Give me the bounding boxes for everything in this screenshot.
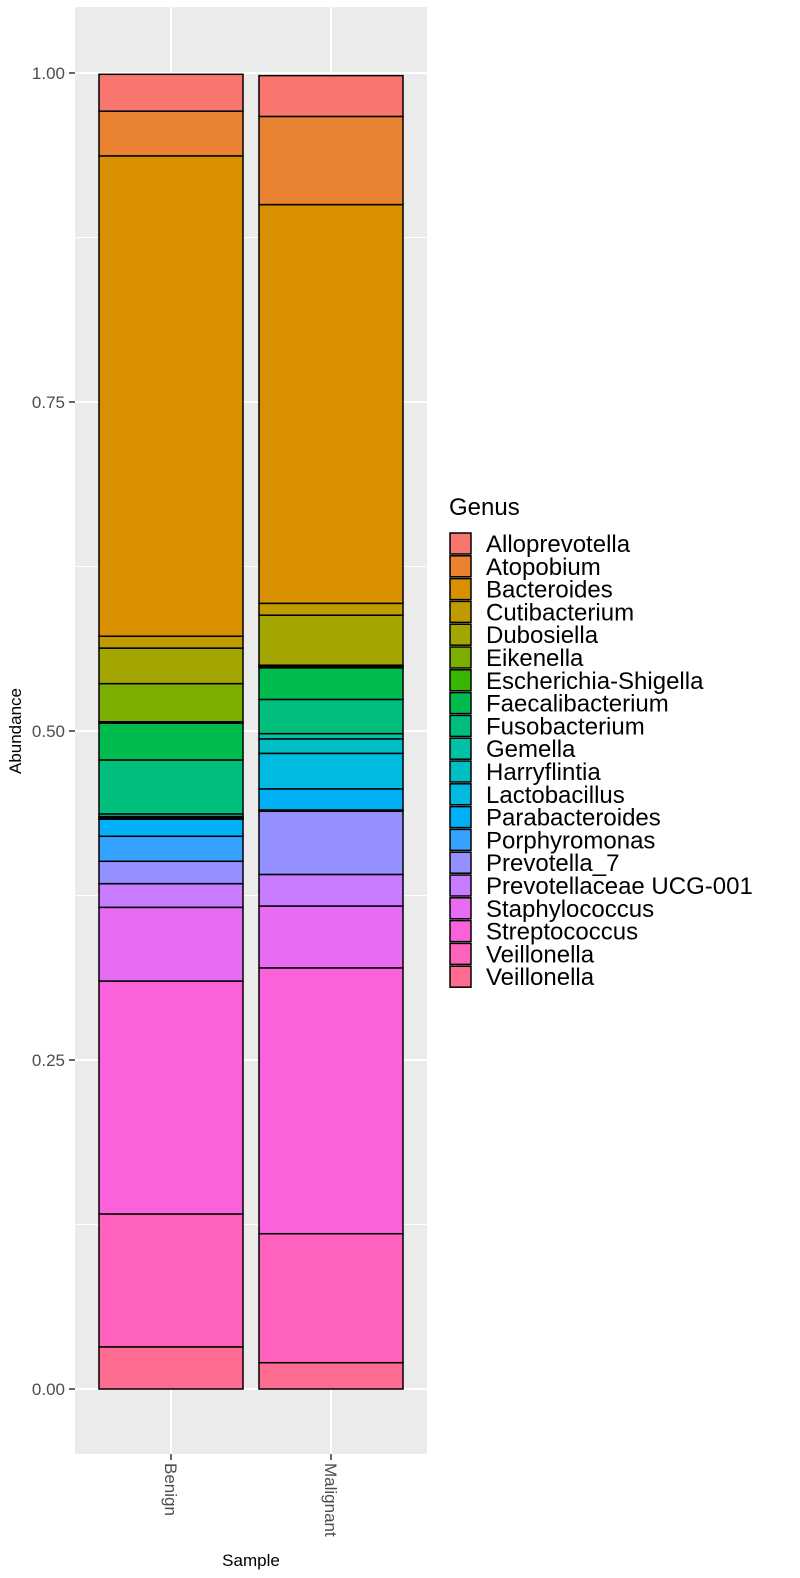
- legend-label: Veillonella: [486, 941, 595, 968]
- bar-segment: [258, 203, 404, 605]
- legend-label: Prevotella_7: [486, 850, 619, 877]
- legend-label: Fusobacterium: [486, 713, 645, 740]
- bar-segment: [258, 667, 404, 701]
- bar-segment: [98, 1213, 244, 1348]
- y-tick-label: 0.25: [32, 1051, 65, 1070]
- legend-label: Gemella: [486, 736, 576, 763]
- legend-label: Prevotellaceae UCG-001: [486, 873, 753, 900]
- y-tick-label: 0.75: [32, 393, 65, 412]
- y-tick-label: 0.50: [32, 722, 65, 741]
- bar-segment: [258, 810, 404, 876]
- bar-segment: [98, 635, 244, 649]
- bar-segment: [98, 980, 244, 1215]
- bar-segment: [98, 759, 244, 815]
- bar-segment: [258, 788, 404, 811]
- y-axis-title: Abundance: [6, 688, 25, 774]
- bar-segment: [98, 722, 244, 761]
- bar-segment: [98, 155, 244, 637]
- bar-segment: [98, 906, 244, 982]
- legend-label: Porphyromonas: [486, 827, 655, 854]
- legend-label: Cutibacterium: [486, 599, 634, 626]
- legend-key: [449, 555, 472, 578]
- legend-key: [449, 577, 472, 601]
- bar-segment: [258, 614, 404, 666]
- legend: Genus AlloprevotellaAtopobiumBacteroides…: [449, 494, 753, 991]
- x-axis: Benign Malignant: [161, 1454, 340, 1537]
- y-tick-label: 0.00: [32, 1380, 65, 1399]
- bar-segment: [258, 752, 404, 790]
- legend-key: [449, 600, 472, 624]
- legend-key: [449, 942, 472, 966]
- bar-segment: [98, 882, 244, 909]
- bar-segment: [258, 738, 404, 755]
- legend-label: Bacteroides: [486, 577, 613, 604]
- bar-segment: [98, 647, 244, 685]
- bar-segment: [98, 818, 244, 838]
- y-axis: 0.00 0.25 0.50 0.75 1.00: [32, 64, 75, 1399]
- bar-segment: [98, 1346, 244, 1390]
- bar-segment: [98, 860, 244, 885]
- y-tick-label: 1.00: [32, 64, 65, 83]
- legend-label: Streptococcus: [486, 919, 638, 946]
- legend-key: [449, 691, 472, 715]
- bar-segment: [258, 602, 404, 616]
- bar-segment: [98, 835, 244, 863]
- legend-label: Escherichia-Shigella: [486, 668, 704, 695]
- bar-segment: [258, 74, 404, 118]
- bar-segment: [98, 73, 244, 112]
- legend-key: [449, 828, 472, 852]
- legend-title: Genus: [449, 494, 520, 521]
- bar-segment: [258, 905, 404, 969]
- legend-key: [449, 965, 472, 988]
- bar-segment: [258, 698, 404, 735]
- legend-key: [449, 646, 472, 669]
- legend-key: [449, 669, 472, 692]
- bar-segment: [258, 1232, 404, 1364]
- x-tick-label: Benign: [161, 1463, 180, 1516]
- legend-items: AlloprevotellaAtopobiumBacteroidesCutiba…: [449, 531, 753, 991]
- bar-segment: [98, 110, 244, 157]
- legend-label: Dubosiella: [486, 622, 599, 649]
- bar-segment: [258, 1361, 404, 1390]
- bar-segment: [258, 967, 404, 1235]
- legend-key: [449, 919, 472, 943]
- bars: [98, 73, 404, 1390]
- x-tick-label: Malignant: [321, 1463, 340, 1537]
- legend-key: [449, 897, 472, 920]
- legend-key: [449, 737, 472, 760]
- legend-key: [449, 783, 472, 806]
- legend-label: Lactobacillus: [486, 782, 625, 809]
- legend-label: Staphylococcus: [486, 896, 654, 923]
- legend-key: [449, 532, 472, 555]
- legend-label: Atopobium: [486, 554, 601, 581]
- legend-label: Harryflintia: [486, 759, 601, 786]
- legend-label: Parabacteroides: [486, 805, 661, 832]
- legend-key: [449, 623, 472, 646]
- bar-segment: [258, 115, 404, 206]
- legend-key: [449, 851, 472, 874]
- legend-key: [449, 714, 472, 738]
- bar-segment: [258, 873, 404, 907]
- legend-key: [449, 805, 472, 829]
- x-axis-title: Sample: [222, 1551, 280, 1570]
- bar-segment: [98, 682, 244, 723]
- legend-label: Eikenella: [486, 645, 584, 672]
- legend-label: Alloprevotella: [486, 531, 631, 558]
- bar-segment: [258, 732, 404, 740]
- legend-key: [449, 760, 472, 783]
- legend-key: [449, 874, 472, 897]
- legend-label: Faecalibacterium: [486, 691, 669, 718]
- legend-label: Veillonella: [486, 964, 595, 991]
